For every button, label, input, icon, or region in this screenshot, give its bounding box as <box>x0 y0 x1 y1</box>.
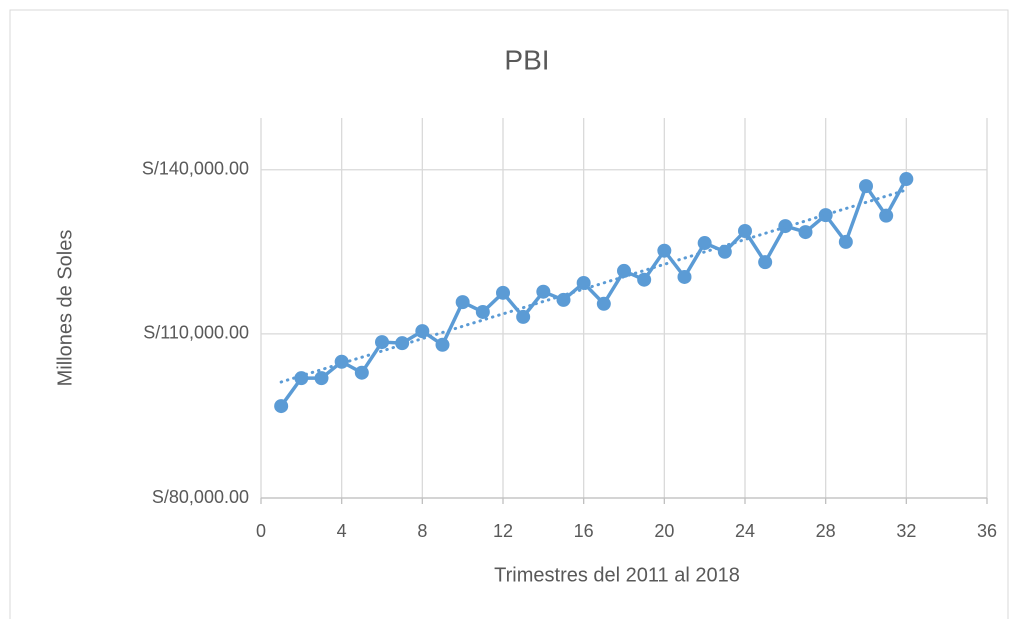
data-point <box>536 284 551 299</box>
data-point <box>435 337 450 352</box>
x-axis-label: Trimestres del 2011 al 2018 <box>494 564 740 586</box>
data-point <box>475 304 490 319</box>
x-tick-label: 20 <box>654 521 674 541</box>
y-tick-label: S/140,000.00 <box>142 158 249 178</box>
data-point <box>657 243 672 258</box>
chart-frame <box>9 9 1009 619</box>
data-point <box>596 296 611 311</box>
data-point <box>697 236 712 251</box>
data-point <box>274 399 289 414</box>
data-point <box>617 263 631 278</box>
data-point <box>354 365 369 380</box>
x-tick-label: 12 <box>493 521 513 541</box>
data-point <box>818 208 833 223</box>
data-point <box>375 335 389 350</box>
data-point <box>879 208 894 223</box>
x-tick-label: 28 <box>816 521 836 541</box>
data-point <box>859 179 873 194</box>
y-axis-label: Millones de Soles <box>54 230 76 387</box>
data-point <box>717 244 732 259</box>
x-tick-label: 32 <box>896 521 916 541</box>
x-tick-label: 0 <box>256 521 266 541</box>
data-point <box>496 285 510 300</box>
x-tick-label: 36 <box>977 521 997 541</box>
data-point <box>838 234 853 249</box>
trendline <box>279 188 908 384</box>
y-tick-label: S/80,000.00 <box>152 487 249 507</box>
x-tick-label: 24 <box>735 521 755 541</box>
data-point <box>637 272 652 287</box>
data-point <box>576 275 591 290</box>
data-point <box>677 269 692 284</box>
y-tick-label: S/110,000.00 <box>143 323 249 343</box>
x-tick-label: 16 <box>574 521 594 541</box>
x-tick-label: 4 <box>337 521 347 541</box>
data-point <box>516 309 531 324</box>
data-point <box>738 223 752 238</box>
x-tick-label: 8 <box>417 521 427 541</box>
data-point <box>334 354 349 369</box>
data-point <box>758 255 773 270</box>
data-point <box>415 324 430 339</box>
data-point <box>798 225 813 240</box>
data-point <box>899 172 914 187</box>
data-point <box>455 295 470 310</box>
data-point <box>314 371 329 386</box>
chart-title: PBI <box>504 44 549 75</box>
